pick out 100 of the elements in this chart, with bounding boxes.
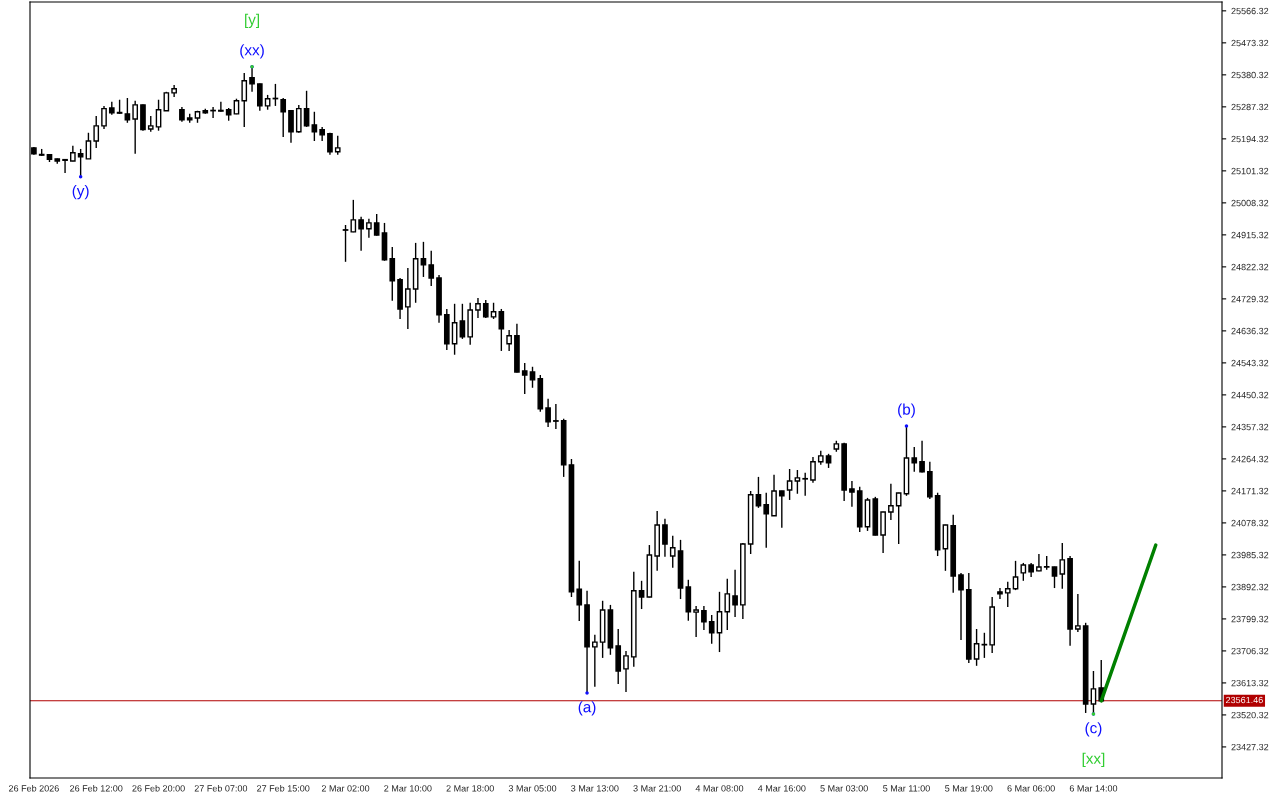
y-tick-label: 23706.32	[1231, 647, 1269, 655]
candlestick	[428, 250, 435, 287]
candlestick	[405, 267, 411, 330]
candlestick	[919, 440, 925, 474]
y-tick-label: 23985.32	[1231, 551, 1269, 559]
candlestick	[62, 158, 68, 174]
candlestick	[810, 456, 816, 484]
candlestick	[241, 72, 248, 128]
y-tick-label: 24543.32	[1231, 359, 1269, 367]
x-tick-label: 3 Mar 13:00	[571, 785, 619, 792]
y-tick-label: 25287.32	[1231, 103, 1269, 111]
y-tick-label: 23427.32	[1231, 743, 1269, 751]
candlestick	[849, 480, 855, 508]
candlestick	[249, 66, 255, 93]
candlestick	[1051, 566, 1058, 589]
candlestick	[701, 605, 707, 631]
candlestick	[85, 132, 92, 160]
y-tick-label: 24729.32	[1231, 295, 1269, 303]
y-tick-label: 25101.32	[1231, 167, 1269, 175]
candlestick	[724, 578, 731, 631]
candlestick	[794, 469, 801, 495]
x-tick-label: 4 Mar 08:00	[695, 785, 744, 792]
candlestick	[638, 580, 645, 610]
candlestick	[256, 82, 263, 112]
candlestick	[576, 560, 583, 622]
candlestick	[350, 199, 357, 233]
candlestick	[101, 105, 107, 130]
x-tick-label: 3 Mar 05:00	[508, 785, 557, 792]
candlestick	[763, 492, 770, 549]
y-tick-label: 24822.32	[1231, 263, 1269, 271]
x-tick-label: 2 Mar 02:00	[321, 785, 370, 792]
candlestick	[981, 632, 988, 659]
candlestick	[366, 218, 372, 239]
candlestick	[1090, 670, 1097, 715]
x-tick-label: 27 Feb 15:00	[257, 784, 310, 792]
candlestick	[997, 587, 1003, 600]
x-tick-label: 5 Mar 03:00	[820, 785, 868, 792]
candlestick	[942, 524, 949, 572]
y-tick-label: 25194.32	[1231, 135, 1269, 143]
data-label: (y)	[72, 184, 89, 200]
candlestick	[373, 213, 380, 237]
candlestick	[911, 446, 918, 473]
candlestick	[786, 468, 793, 501]
candlestick	[708, 614, 715, 645]
x-tick-label: 5 Mar 11:00	[883, 785, 930, 792]
y-tick-label: 25008.32	[1231, 199, 1269, 207]
y-tick-label: 23892.32	[1231, 583, 1269, 591]
y-tick-label: 24915.32	[1231, 231, 1269, 239]
candlestick	[802, 472, 809, 497]
candlestick	[553, 403, 559, 430]
data-label: (xx)	[240, 44, 264, 59]
candlestick	[459, 303, 466, 340]
candlestick	[342, 224, 349, 263]
x-tick-label: 26 Feb 20:00	[132, 784, 185, 792]
x-tick-label: 26 Feb 2026	[9, 784, 59, 792]
x-tick-label: 26 Feb 12:00	[70, 784, 123, 792]
candlestick	[521, 362, 528, 395]
candlestick	[591, 634, 598, 688]
y-tick-label: 25473.32	[1231, 39, 1269, 47]
point	[585, 691, 589, 695]
candlestick	[693, 605, 699, 638]
ref-line-label: 23561.46	[1226, 696, 1263, 704]
candlestick	[895, 492, 902, 545]
data-label: [y]	[245, 13, 260, 28]
candlestick	[132, 100, 139, 155]
candlestick	[389, 246, 396, 302]
data-label: [xx]	[1082, 752, 1105, 767]
candlestick	[280, 97, 287, 138]
y-tick-label: 24078.32	[1231, 519, 1269, 527]
data-label: (b)	[898, 403, 915, 418]
candlestick	[623, 650, 629, 693]
candlestick	[358, 216, 364, 252]
candlestick	[669, 535, 676, 569]
candlestick	[545, 398, 551, 428]
x-tick-label: 6 Mar 14:00	[1069, 785, 1118, 792]
candlestick	[1036, 553, 1042, 572]
x-tick-label: 3 Mar 21:00	[633, 785, 681, 792]
candlestick	[218, 101, 224, 113]
candlestick	[888, 483, 894, 521]
y-tick-label: 24450.32	[1231, 391, 1269, 399]
candlestick	[1004, 581, 1011, 608]
candlestick	[334, 135, 341, 156]
candlestick	[288, 109, 294, 144]
x-tick-label: 5 Mar 19:00	[945, 785, 993, 792]
candlestick	[295, 104, 302, 134]
candlestick	[1075, 593, 1081, 633]
y-tick-label: 24636.32	[1231, 327, 1269, 335]
y-tick-label: 24171.32	[1231, 487, 1269, 495]
x-tick-label: 2 Mar 10:00	[384, 785, 432, 792]
y-tick-label: 23799.32	[1231, 615, 1269, 623]
candlestick	[475, 297, 481, 319]
data-label: (a)	[578, 701, 596, 716]
data-label: (c)	[1085, 722, 1102, 737]
candlestick	[93, 115, 100, 149]
x-tick-label: 27 Feb 07:00	[194, 784, 248, 792]
candlestick	[880, 510, 886, 554]
candlestick	[973, 628, 980, 667]
y-tick-label: 24357.32	[1231, 423, 1269, 431]
candlestick	[303, 90, 310, 128]
y-tick-label: 23520.32	[1231, 711, 1269, 719]
